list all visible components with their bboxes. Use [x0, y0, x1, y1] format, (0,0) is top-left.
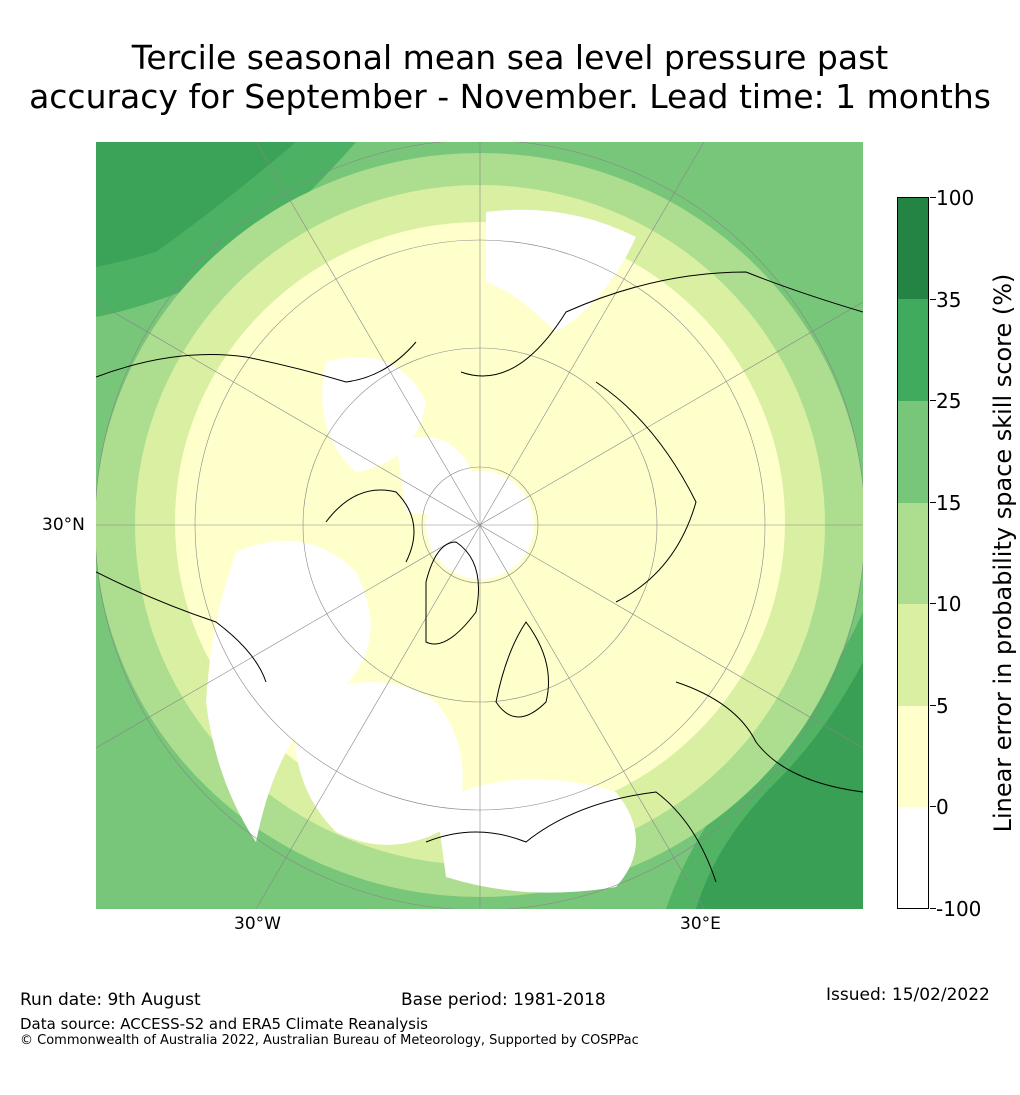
- colorbar-segment-35-100: [898, 198, 928, 299]
- white-zone-north: [486, 209, 636, 332]
- base-period: Base period: 1981-2018: [401, 990, 606, 1010]
- colorbar-label-10: 10: [936, 592, 962, 616]
- colorbar-segment-0-5: [898, 706, 928, 807]
- colorbar-tick: [930, 502, 936, 503]
- white-zone-west: [294, 682, 463, 845]
- colorbar-segment-10-15: [898, 503, 928, 604]
- lon-label-30e: 30°E: [680, 914, 721, 934]
- graticule: [96, 142, 863, 909]
- colorbar-segment-neg100-0: [898, 807, 928, 908]
- colorbar-label-neg100: -100: [936, 897, 982, 921]
- colorbar-label-25: 25: [936, 389, 962, 413]
- title-line-2: accuracy for September - November. Lead …: [29, 77, 991, 116]
- colorbar-label-0: 0: [936, 795, 949, 819]
- colorbar-tick: [930, 908, 936, 909]
- colorbar-segment-25-35: [898, 299, 928, 401]
- title-line-1: Tercile seasonal mean sea level pressure…: [131, 38, 889, 77]
- chart-title: Tercile seasonal mean sea level pressure…: [0, 38, 1020, 116]
- colorbar-label-15: 15: [936, 491, 962, 515]
- copyright: © Commonwealth of Australia 2022, Austra…: [20, 1033, 639, 1048]
- white-zone-south: [436, 779, 636, 893]
- data-source: Data source: ACCESS-S2 and ERA5 Climate …: [20, 1015, 428, 1033]
- green-region-nw: [96, 142, 356, 317]
- colorbar-label-35: 35: [936, 288, 962, 312]
- colorbar-segment-15-25: [898, 401, 928, 503]
- colorbar-tick: [930, 705, 936, 706]
- colorbar-label-5: 5: [936, 694, 949, 718]
- colorbar-tick: [930, 603, 936, 604]
- lon-label-30w: 30°W: [234, 914, 281, 934]
- colorbar-tick: [930, 299, 936, 300]
- colorbar-tick: [930, 400, 936, 401]
- colorbar-tick: [930, 806, 936, 807]
- colorbar-title: Linear error in probability space skill …: [989, 273, 1017, 833]
- lat-label-30n: 30°N: [42, 515, 85, 535]
- colorbar-label-100: 100: [936, 186, 975, 210]
- skill-score-map: [96, 142, 863, 909]
- map-canvas: [96, 142, 863, 909]
- colorbar-tick: [930, 197, 936, 198]
- run-date: Run date: 9th August: [20, 990, 201, 1010]
- colorbar: [897, 197, 929, 909]
- colorbar-segment-5-10: [898, 604, 928, 706]
- issued-date: Issued: 15/02/2022: [826, 985, 990, 1005]
- white-zone-atlantic: [206, 540, 371, 842]
- coastlines: [96, 271, 863, 883]
